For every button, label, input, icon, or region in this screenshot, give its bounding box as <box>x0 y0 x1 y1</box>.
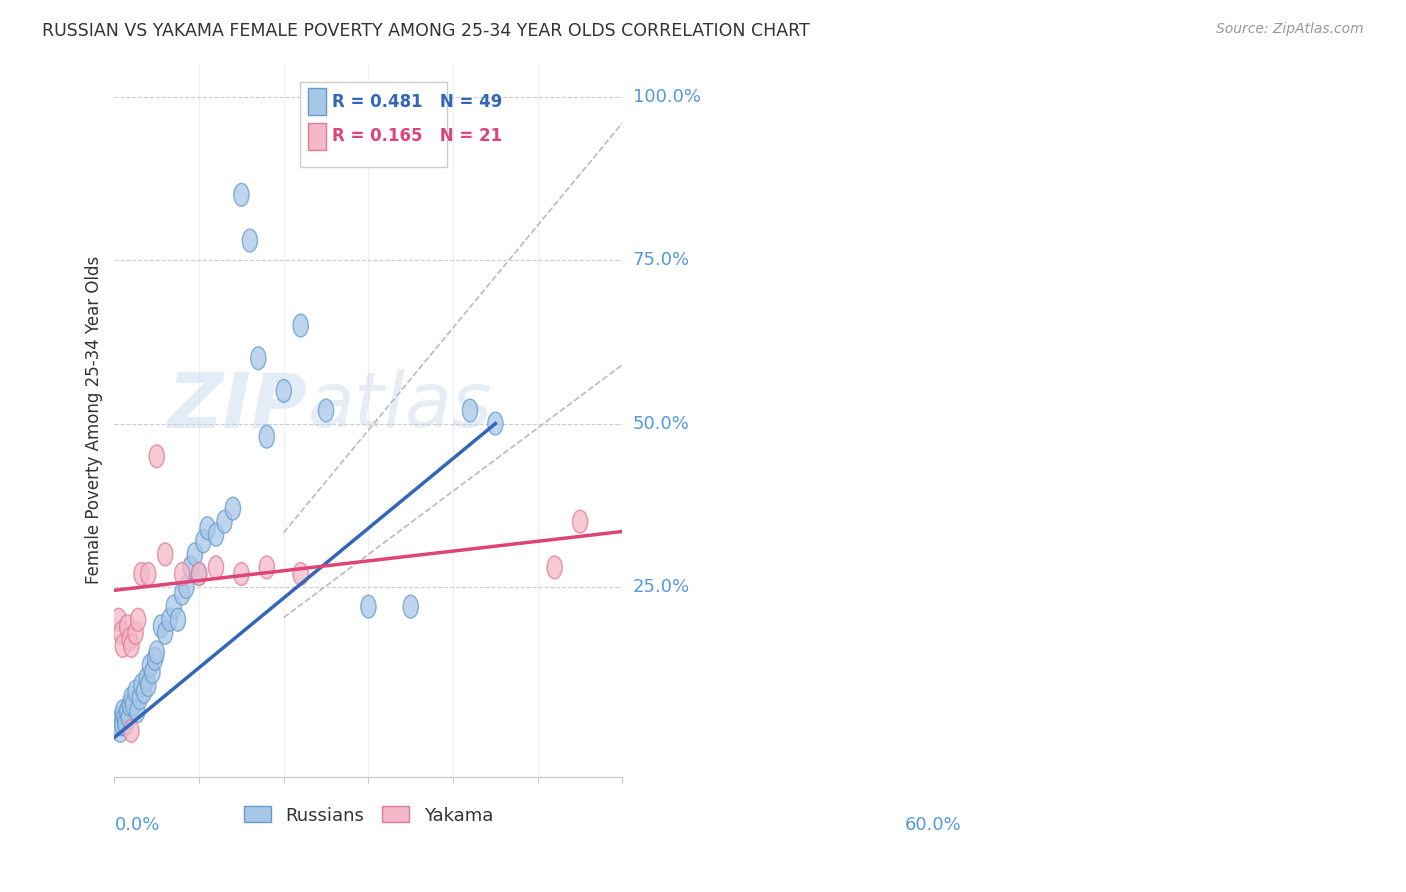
Ellipse shape <box>120 700 135 723</box>
Text: ZIP: ZIP <box>167 369 308 443</box>
Ellipse shape <box>114 713 129 736</box>
Legend: Russians, Yakama: Russians, Yakama <box>236 799 501 831</box>
Ellipse shape <box>259 425 274 448</box>
Ellipse shape <box>187 543 202 566</box>
Ellipse shape <box>170 608 186 632</box>
Ellipse shape <box>233 563 249 585</box>
Ellipse shape <box>157 622 173 644</box>
Ellipse shape <box>153 615 169 638</box>
Ellipse shape <box>131 608 146 632</box>
Ellipse shape <box>200 516 215 540</box>
Ellipse shape <box>157 543 173 566</box>
Ellipse shape <box>111 713 127 736</box>
FancyBboxPatch shape <box>299 82 447 168</box>
Ellipse shape <box>488 412 503 435</box>
Text: 25.0%: 25.0% <box>633 578 690 596</box>
Ellipse shape <box>225 497 240 520</box>
Ellipse shape <box>174 582 190 605</box>
Ellipse shape <box>114 622 129 644</box>
FancyBboxPatch shape <box>308 122 326 150</box>
Ellipse shape <box>463 399 478 422</box>
Ellipse shape <box>134 673 149 697</box>
Ellipse shape <box>118 713 134 736</box>
Text: 100.0%: 100.0% <box>633 87 700 106</box>
Ellipse shape <box>124 634 139 657</box>
Text: 75.0%: 75.0% <box>633 252 690 269</box>
Ellipse shape <box>292 314 308 337</box>
Text: 50.0%: 50.0% <box>633 415 689 433</box>
Ellipse shape <box>149 641 165 664</box>
Ellipse shape <box>191 563 207 585</box>
Ellipse shape <box>121 706 136 730</box>
Ellipse shape <box>208 556 224 579</box>
Text: Source: ZipAtlas.com: Source: ZipAtlas.com <box>1216 22 1364 37</box>
Ellipse shape <box>111 608 127 632</box>
Ellipse shape <box>124 687 139 710</box>
Ellipse shape <box>148 648 163 671</box>
Ellipse shape <box>217 510 232 533</box>
Ellipse shape <box>132 687 148 710</box>
Ellipse shape <box>361 595 375 618</box>
Ellipse shape <box>292 563 308 585</box>
Text: atlas: atlas <box>308 369 492 443</box>
Ellipse shape <box>166 595 181 618</box>
Ellipse shape <box>208 524 224 546</box>
Y-axis label: Female Poverty Among 25-34 Year Olds: Female Poverty Among 25-34 Year Olds <box>86 256 103 584</box>
Ellipse shape <box>122 628 138 651</box>
Ellipse shape <box>142 654 157 677</box>
Ellipse shape <box>547 556 562 579</box>
Ellipse shape <box>276 379 291 402</box>
Ellipse shape <box>129 700 145 723</box>
Ellipse shape <box>149 445 165 467</box>
Ellipse shape <box>191 563 207 585</box>
Ellipse shape <box>259 556 274 579</box>
Ellipse shape <box>162 608 177 632</box>
Text: R = 0.481   N = 49: R = 0.481 N = 49 <box>332 93 503 111</box>
FancyBboxPatch shape <box>308 88 326 115</box>
Text: 0.0%: 0.0% <box>114 816 160 834</box>
Ellipse shape <box>134 563 149 585</box>
Ellipse shape <box>141 673 156 697</box>
Ellipse shape <box>122 693 138 716</box>
Ellipse shape <box>572 510 588 533</box>
Ellipse shape <box>112 720 128 742</box>
Ellipse shape <box>404 595 419 618</box>
Ellipse shape <box>128 622 143 644</box>
Ellipse shape <box>114 706 129 730</box>
Text: R = 0.165   N = 21: R = 0.165 N = 21 <box>332 128 502 145</box>
Ellipse shape <box>125 693 141 716</box>
Ellipse shape <box>139 667 155 690</box>
Text: RUSSIAN VS YAKAMA FEMALE POVERTY AMONG 25-34 YEAR OLDS CORRELATION CHART: RUSSIAN VS YAKAMA FEMALE POVERTY AMONG 2… <box>42 22 810 40</box>
Ellipse shape <box>195 530 211 553</box>
Ellipse shape <box>117 706 132 730</box>
Text: 60.0%: 60.0% <box>904 816 962 834</box>
Ellipse shape <box>128 681 143 703</box>
Ellipse shape <box>136 681 152 703</box>
Ellipse shape <box>115 700 131 723</box>
Ellipse shape <box>174 563 190 585</box>
Ellipse shape <box>250 347 266 369</box>
Ellipse shape <box>242 229 257 252</box>
Ellipse shape <box>183 556 198 579</box>
Ellipse shape <box>141 563 156 585</box>
Ellipse shape <box>124 720 139 742</box>
Ellipse shape <box>145 661 160 683</box>
Ellipse shape <box>318 399 333 422</box>
Ellipse shape <box>115 634 131 657</box>
Ellipse shape <box>120 615 135 638</box>
Ellipse shape <box>233 184 249 206</box>
Ellipse shape <box>179 575 194 599</box>
